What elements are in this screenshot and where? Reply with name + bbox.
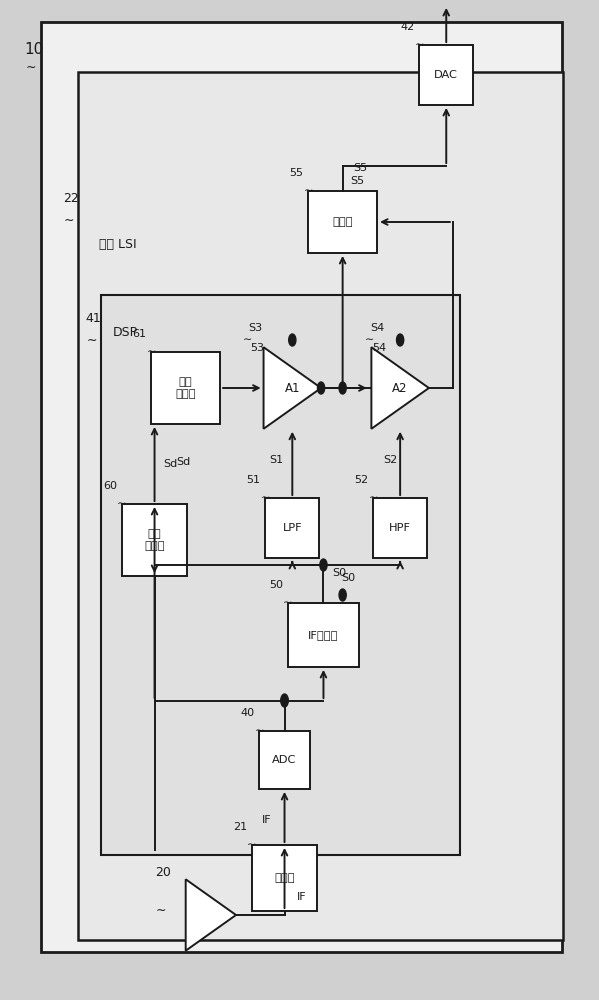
Circle shape <box>320 559 327 571</box>
Text: IF: IF <box>262 815 271 825</box>
Text: 22: 22 <box>63 192 78 205</box>
Text: S4: S4 <box>370 323 385 333</box>
Text: DAC: DAC <box>434 70 458 80</box>
Bar <box>308 191 377 253</box>
Text: ∼: ∼ <box>368 493 378 503</box>
Polygon shape <box>371 347 429 429</box>
Circle shape <box>397 334 404 346</box>
Bar <box>122 504 187 576</box>
Text: S1: S1 <box>270 455 284 465</box>
Circle shape <box>317 382 325 394</box>
Circle shape <box>281 695 288 707</box>
Circle shape <box>339 382 346 394</box>
Text: ∼: ∼ <box>255 726 264 736</box>
Circle shape <box>281 694 288 706</box>
Text: IF处理部: IF处理部 <box>308 630 338 640</box>
Text: 系数
控制部: 系数 控制部 <box>176 377 196 399</box>
Text: IF: IF <box>297 892 306 902</box>
Text: 50: 50 <box>269 580 283 590</box>
Bar <box>252 845 317 911</box>
Bar <box>419 45 473 105</box>
Text: ∼: ∼ <box>117 499 126 509</box>
Text: ADC: ADC <box>273 755 297 765</box>
Text: ∼: ∼ <box>155 904 166 917</box>
Circle shape <box>339 589 346 601</box>
Bar <box>288 603 359 667</box>
Circle shape <box>289 334 296 346</box>
Bar <box>101 295 460 855</box>
Text: ∼: ∼ <box>415 40 424 50</box>
Text: S2: S2 <box>383 455 398 465</box>
Text: ∼: ∼ <box>283 598 292 608</box>
Text: ∼: ∼ <box>86 334 97 347</box>
Text: 系统 LSI: 系统 LSI <box>99 238 137 251</box>
Text: 20: 20 <box>156 866 171 880</box>
Text: Sd: Sd <box>177 457 191 467</box>
Text: Sd: Sd <box>164 459 178 469</box>
Text: ∼: ∼ <box>365 335 374 345</box>
Text: 10: 10 <box>24 42 43 57</box>
Text: A1: A1 <box>285 381 300 394</box>
Text: ∼: ∼ <box>261 493 270 503</box>
Text: S3: S3 <box>249 323 263 333</box>
Text: ∼: ∼ <box>147 347 156 357</box>
Text: ∼: ∼ <box>63 214 74 227</box>
Text: 55: 55 <box>289 168 303 178</box>
Text: 54: 54 <box>373 343 387 353</box>
Text: S5: S5 <box>353 163 368 173</box>
Text: S0: S0 <box>332 568 347 578</box>
Text: A2: A2 <box>392 381 408 394</box>
Bar <box>265 498 319 558</box>
Text: DSP: DSP <box>113 326 138 338</box>
Text: 调谐器: 调谐器 <box>274 873 295 883</box>
Text: ∼: ∼ <box>247 840 256 850</box>
Text: 52: 52 <box>354 475 368 485</box>
Polygon shape <box>264 347 321 429</box>
Text: S0: S0 <box>341 573 356 583</box>
Text: 加法部: 加法部 <box>332 217 353 227</box>
Text: S5: S5 <box>350 176 364 186</box>
Text: 41: 41 <box>86 312 101 324</box>
Text: HPF: HPF <box>389 523 411 533</box>
Text: LPF: LPF <box>283 523 302 533</box>
Text: 21: 21 <box>232 822 247 832</box>
Text: 噪声
检测部: 噪声 检测部 <box>144 529 165 551</box>
Text: ∼: ∼ <box>304 186 313 196</box>
Bar <box>373 498 427 558</box>
Text: 40: 40 <box>240 708 254 718</box>
Polygon shape <box>186 879 236 951</box>
Text: ∼: ∼ <box>243 335 252 345</box>
Text: ∼: ∼ <box>26 60 37 74</box>
Bar <box>151 352 220 424</box>
Bar <box>41 22 562 952</box>
Text: 60: 60 <box>103 481 117 491</box>
Bar <box>78 72 563 940</box>
Text: 42: 42 <box>400 22 415 32</box>
Text: 61: 61 <box>132 329 146 339</box>
Bar <box>259 731 310 789</box>
Text: 53: 53 <box>250 343 264 353</box>
Text: 51: 51 <box>247 475 261 485</box>
